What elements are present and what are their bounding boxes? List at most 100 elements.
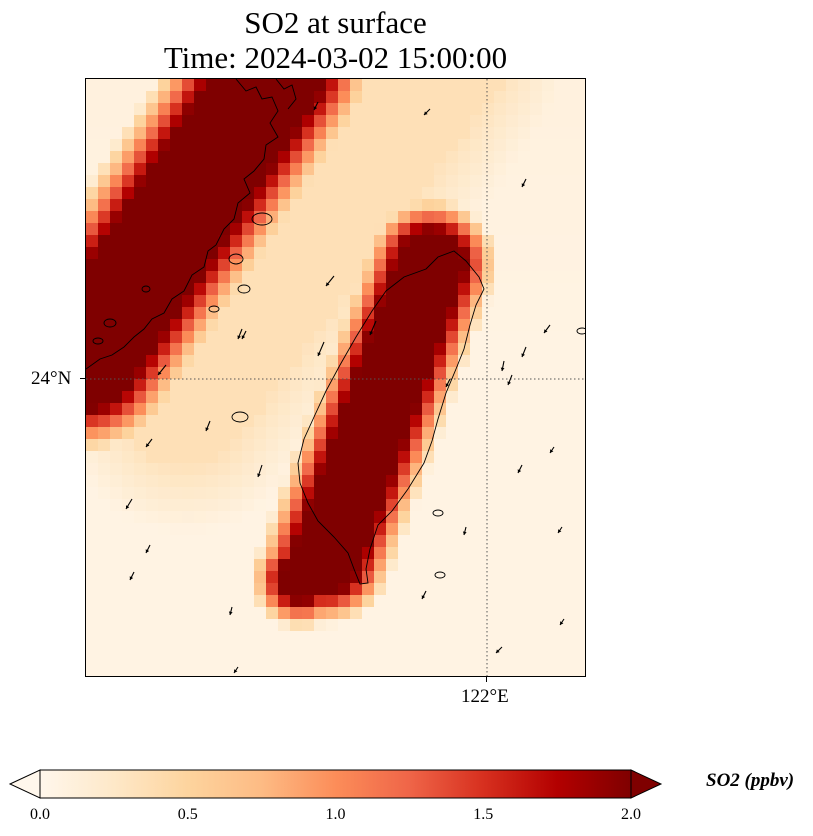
so2-grid-cell — [362, 163, 375, 176]
so2-grid-cell — [506, 103, 519, 116]
so2-grid-cell — [398, 139, 411, 152]
so2-grid-cell — [254, 91, 267, 104]
so2-grid-cell — [98, 247, 111, 260]
so2-grid-cell — [98, 187, 111, 200]
so2-grid-cell — [470, 163, 483, 176]
so2-grid-cell — [278, 379, 291, 392]
so2-grid-cell — [434, 619, 447, 632]
so2-grid-cell — [122, 451, 135, 464]
so2-grid-cell — [410, 511, 423, 524]
so2-grid-cell — [494, 439, 507, 452]
so2-grid-cell — [302, 223, 315, 236]
so2-grid-cell — [182, 115, 195, 128]
so2-grid-cell — [206, 163, 219, 176]
wind-arrow — [559, 618, 565, 626]
so2-grid-cell — [566, 355, 579, 368]
so2-grid-cell — [254, 631, 267, 644]
so2-grid-cell — [374, 331, 387, 344]
so2-grid-cell — [518, 583, 531, 596]
so2-grid-cell — [434, 187, 447, 200]
so2-grid-cell — [554, 487, 567, 500]
so2-grid-cell — [290, 331, 303, 344]
so2-grid-cell — [446, 139, 459, 152]
so2-grid-cell — [86, 175, 99, 188]
so2-grid-cell — [158, 163, 171, 176]
so2-grid-cell — [434, 331, 447, 344]
so2-grid-cell — [302, 175, 315, 188]
so2-grid-cell — [506, 535, 519, 548]
so2-grid-cell — [134, 271, 147, 284]
so2-grid-cell — [278, 211, 291, 224]
so2-grid-cell — [110, 79, 123, 92]
so2-grid-cell — [410, 79, 423, 92]
so2-grid-cell — [446, 379, 459, 392]
so2-grid-cell — [326, 391, 339, 404]
so2-grid-cell — [578, 187, 585, 200]
so2-grid-cell — [242, 547, 255, 560]
so2-grid-cell — [230, 655, 243, 668]
so2-grid-cell — [122, 139, 135, 152]
so2-grid-cell — [386, 199, 399, 212]
so2-grid-cell — [314, 619, 327, 632]
so2-grid-cell — [422, 175, 435, 188]
so2-grid-cell — [98, 295, 111, 308]
so2-grid-cell — [242, 331, 255, 344]
so2-grid-cell — [134, 151, 147, 164]
so2-grid-cell — [158, 343, 171, 356]
so2-grid-cell — [386, 319, 399, 332]
so2-grid-cell — [170, 415, 183, 428]
so2-grid-cell — [290, 499, 303, 512]
lon-tick-mark — [486, 677, 487, 682]
so2-grid-cell — [458, 439, 471, 452]
so2-grid-cell — [458, 451, 471, 464]
so2-grid-cell — [482, 259, 495, 272]
so2-grid-cell — [146, 403, 159, 416]
so2-grid-cell — [542, 127, 555, 140]
so2-grid-cell — [158, 523, 171, 536]
so2-grid-cell — [506, 355, 519, 368]
so2-grid-cell — [422, 559, 435, 572]
so2-grid-cell — [194, 175, 207, 188]
so2-grid-cell — [278, 583, 291, 596]
so2-grid-cell — [290, 343, 303, 356]
so2-grid-cell — [578, 343, 585, 356]
so2-grid-cell — [410, 127, 423, 140]
so2-grid-cell — [98, 331, 111, 344]
so2-grid-cell — [86, 379, 99, 392]
so2-grid-cell — [170, 199, 183, 212]
wind-arrow — [521, 346, 527, 358]
so2-grid-cell — [554, 451, 567, 464]
so2-grid-cell — [506, 307, 519, 320]
so2-grid-cell — [482, 211, 495, 224]
so2-grid-cell — [446, 127, 459, 140]
so2-grid-cell — [482, 187, 495, 200]
so2-grid-cell — [374, 91, 387, 104]
so2-grid-cell — [98, 367, 111, 380]
so2-grid-cell — [254, 391, 267, 404]
so2-grid-cell — [530, 547, 543, 560]
so2-grid-cell — [110, 127, 123, 140]
so2-grid-cell — [494, 535, 507, 548]
so2-grid-cell — [410, 355, 423, 368]
so2-grid-cell — [182, 655, 195, 668]
so2-grid-cell — [182, 163, 195, 176]
so2-grid-cell — [506, 199, 519, 212]
so2-grid-cell — [482, 91, 495, 104]
so2-grid-cell — [98, 535, 111, 548]
so2-grid-cell — [374, 463, 387, 476]
so2-grid-cell — [134, 631, 147, 644]
so2-grid-cell — [494, 667, 507, 676]
so2-grid-cell — [410, 319, 423, 332]
so2-grid-cell — [314, 391, 327, 404]
so2-grid-cell — [110, 103, 123, 116]
so2-grid-cell — [338, 571, 351, 584]
so2-grid-cell — [122, 631, 135, 644]
so2-grid-cell — [434, 367, 447, 380]
so2-grid-cell — [578, 127, 585, 140]
so2-grid-cell — [338, 271, 351, 284]
so2-grid-cell — [182, 631, 195, 644]
coastline-island — [251, 212, 273, 226]
so2-grid-cell — [446, 103, 459, 116]
so2-grid-cell — [410, 211, 423, 224]
so2-grid-cell — [326, 355, 339, 368]
